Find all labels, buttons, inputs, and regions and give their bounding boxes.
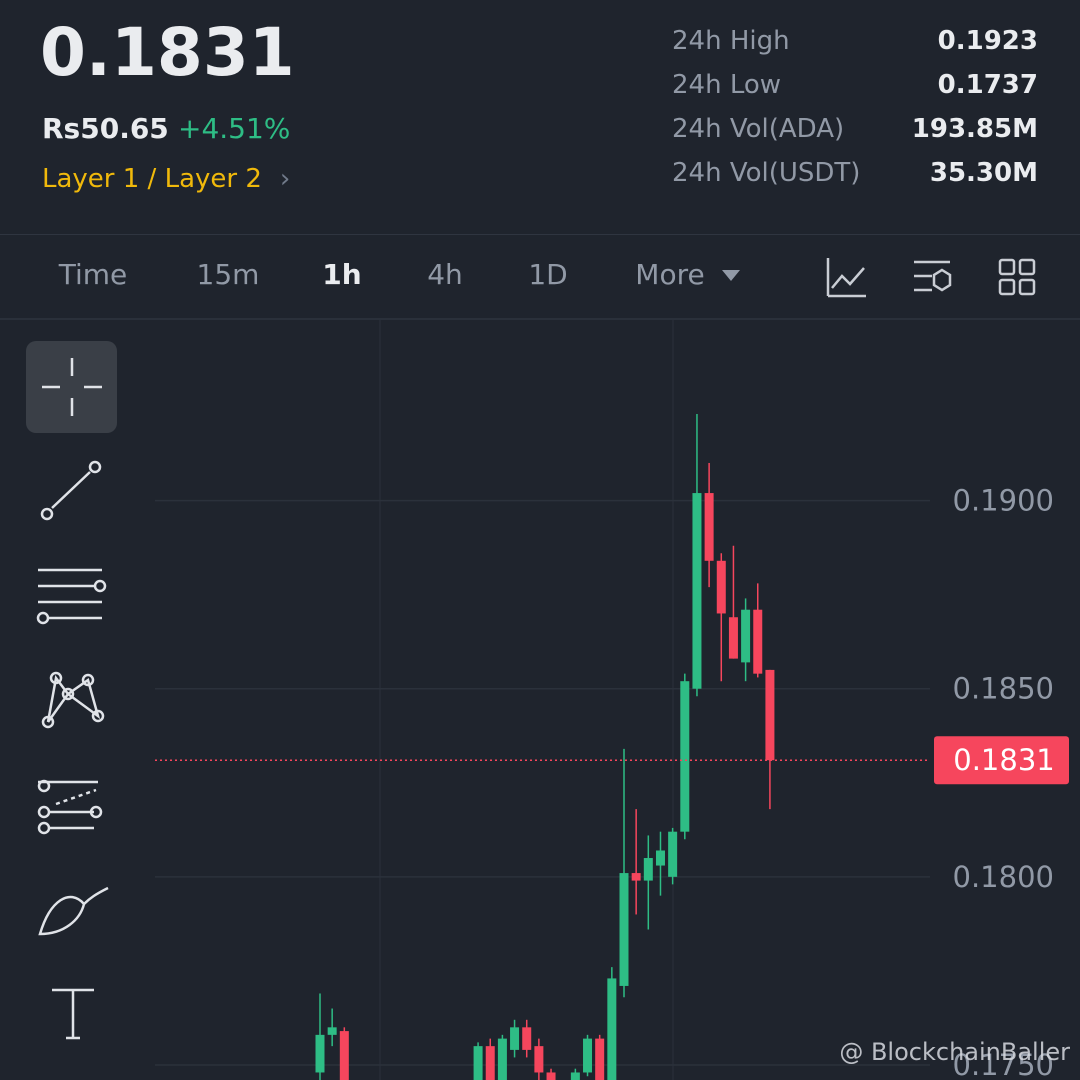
chevron: › xyxy=(279,164,291,194)
last-price: 0.1831 xyxy=(40,14,295,91)
divider xyxy=(0,234,1080,235)
candle-body xyxy=(631,873,641,881)
candle-body xyxy=(643,858,653,881)
hline-tool[interactable] xyxy=(36,568,107,625)
candle-body xyxy=(327,1027,337,1035)
y-tick-label: 0.1900 xyxy=(953,484,1054,518)
candle-body xyxy=(485,1046,495,1080)
candle-body xyxy=(473,1046,483,1080)
candle-body xyxy=(741,609,751,663)
candle-body xyxy=(692,493,702,689)
candle-body xyxy=(680,681,690,832)
candle-body xyxy=(534,1046,544,1073)
candle-body xyxy=(765,669,775,761)
drawing-tools xyxy=(26,341,117,1040)
text-tool[interactable] xyxy=(52,988,94,1040)
candle-body xyxy=(753,609,763,674)
plot-area: 0.1750 0.1800 0.1850 0.1900 0.1831 xyxy=(155,414,1069,1080)
stat-label: 24h Vol(USDT) xyxy=(672,158,861,188)
candle-body xyxy=(570,1072,580,1080)
interval-tab[interactable]: 1h xyxy=(322,258,362,291)
vertical-grid xyxy=(379,320,674,1080)
candle-body xyxy=(315,1034,325,1073)
icon xyxy=(831,267,865,289)
y-tick-label: 0.1850 xyxy=(953,672,1054,706)
category: Layer 1 / Layer 2 xyxy=(42,164,262,194)
candle-body xyxy=(619,873,629,986)
stat-label: 24h Low xyxy=(672,70,782,100)
stat-value: 193.85M xyxy=(911,114,1038,144)
stat-value: 0.1923 xyxy=(937,26,1038,56)
stat-value: 35.30M xyxy=(929,158,1038,188)
indicator-icon xyxy=(914,260,952,292)
category-link[interactable]: Layer 1 / Layer 2 › xyxy=(42,164,290,194)
pattern-tool[interactable] xyxy=(41,671,105,729)
candle-body xyxy=(546,1072,556,1080)
candle-body xyxy=(728,617,738,659)
price-tag xyxy=(934,736,1069,785)
crosshair-tool[interactable] xyxy=(26,341,117,433)
interval-tab[interactable]: More xyxy=(635,258,705,291)
candle-body xyxy=(339,1031,349,1080)
dropdown-arrow xyxy=(722,270,740,281)
fiat-price: Rs50.65 xyxy=(42,112,169,145)
stat-label: 24h Vol(ADA) xyxy=(672,114,845,144)
candle-body xyxy=(583,1038,593,1073)
candle-body xyxy=(668,831,678,877)
y-tick-label: 0.1750 xyxy=(953,1048,1054,1080)
y-tick-label: 0.1800 xyxy=(953,860,1054,894)
interval-tab[interactable]: Time xyxy=(58,258,128,291)
toolbar-icons xyxy=(722,258,1036,298)
candle-body xyxy=(497,1038,507,1080)
interval-tab[interactable]: 1D xyxy=(528,258,568,291)
trendline-tool[interactable] xyxy=(40,460,102,521)
brush-tool[interactable] xyxy=(38,886,109,936)
interval-tab[interactable]: 4h xyxy=(427,258,463,291)
layout-icon xyxy=(998,258,1036,296)
interval-tab[interactable]: 15m xyxy=(196,258,260,291)
price-tag-label: 0.1831 xyxy=(953,743,1054,777)
candle-body xyxy=(595,1038,605,1080)
candle-body xyxy=(655,850,665,866)
candle-body xyxy=(607,978,617,1080)
stat-label: 24h High xyxy=(672,26,790,56)
candle-body xyxy=(704,493,714,561)
candle-body xyxy=(510,1027,520,1050)
stat-value: 0.1737 xyxy=(937,70,1038,100)
divider xyxy=(0,318,1080,320)
candle-body xyxy=(522,1027,532,1050)
fib-tool[interactable] xyxy=(37,779,103,835)
watermark: @ BlockchainBaller xyxy=(839,1038,1070,1066)
candle-body xyxy=(716,560,726,614)
price-change: +4.51% xyxy=(178,112,291,145)
crosshair-icon xyxy=(42,358,102,416)
